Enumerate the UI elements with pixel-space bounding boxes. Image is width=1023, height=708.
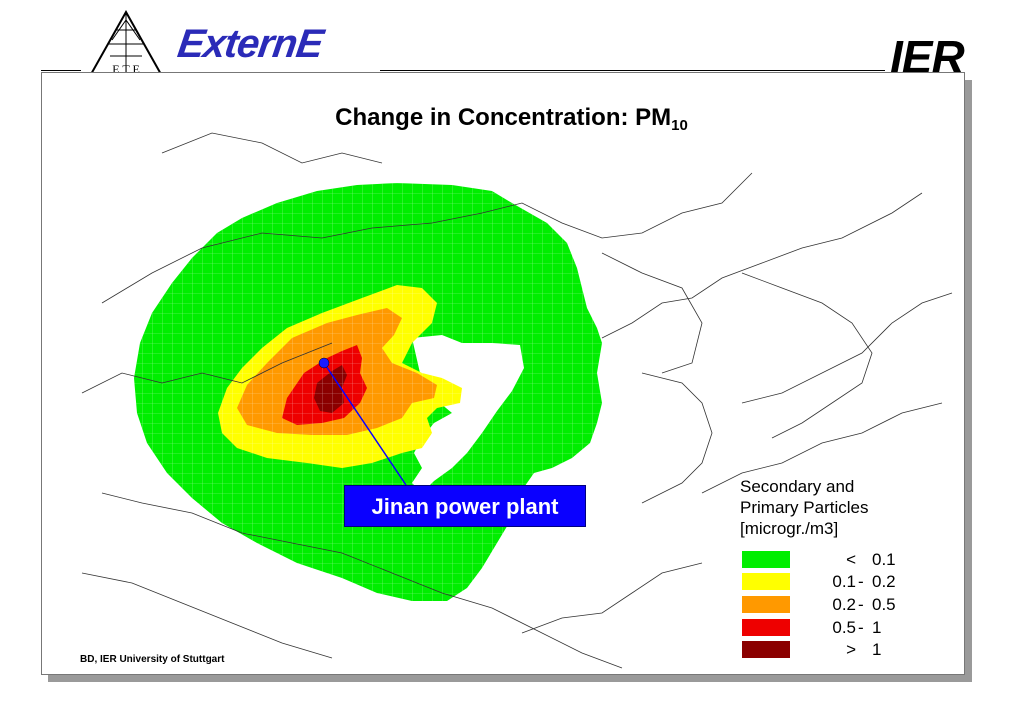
legend-lo-5: > [846, 640, 856, 659]
slide-title: Change in Concentration: PM10 [0, 104, 1023, 134]
legend-lo-1: < [846, 550, 856, 569]
legend-entry-5: > 1 [742, 640, 932, 659]
legend-hi-4: 1 [872, 618, 882, 637]
callout-leader-line [323, 362, 407, 486]
legend-lo-4: 0.5 [832, 618, 856, 637]
power-plant-marker [318, 357, 330, 369]
legend-lo-2: 0.1 [832, 572, 856, 591]
legend-title-line-1: Secondary and [740, 477, 855, 496]
legend-hi-2: 0.2 [872, 572, 896, 591]
legend-title-line-3: [microgr./m3] [740, 519, 839, 538]
ete-logo: E T E [88, 10, 164, 77]
jinan-callout: Jinan power plant [344, 485, 586, 527]
legend-sep-3: - [858, 595, 864, 614]
legend-title-line-2: Primary Particles [740, 498, 869, 517]
legend-swatch-5 [742, 641, 790, 658]
title-subscript: 10 [671, 117, 688, 134]
header-rule-left [41, 70, 81, 71]
legend-hi-3: 0.5 [872, 595, 896, 614]
legend-hi-1: 0.1 [872, 550, 896, 569]
legend-swatch-2 [742, 573, 790, 590]
legend-swatch-4 [742, 619, 790, 636]
legend-title: Secondary and Primary Particles [microgr… [740, 476, 868, 539]
coastline-lines [81, 132, 953, 669]
legend-swatch-1 [742, 551, 790, 568]
legend-entry-2: 0.1 - 0.2 [742, 572, 932, 591]
externe-logo: ExternE [174, 22, 326, 66]
title-text: Change in Concentration: PM [335, 104, 672, 131]
legend-swatch-3 [742, 596, 790, 613]
footer-credit: BD, IER University of Stuttgart [80, 654, 225, 665]
legend-lo-3: 0.2 [832, 595, 856, 614]
header-rule-right [380, 70, 885, 71]
legend-entry-4: 0.5 - 1 [742, 618, 932, 637]
legend-sep-4: - [858, 618, 864, 637]
grid-cells [134, 183, 602, 601]
legend-entry-1: < 0.1 [742, 550, 932, 569]
legend-entry-3: 0.2 - 0.5 [742, 595, 932, 614]
legend-hi-5: 1 [872, 640, 882, 659]
legend-sep-2: - [858, 572, 864, 591]
